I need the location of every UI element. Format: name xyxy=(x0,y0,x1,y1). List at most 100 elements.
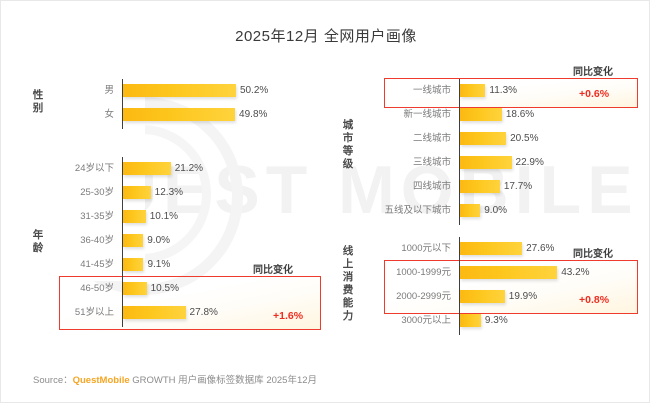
bar-row: 2000-2999元 19.9% xyxy=(1,289,649,304)
bar-row: 四线城市 17.7% xyxy=(1,179,649,194)
bar xyxy=(460,84,486,97)
category-label: 24岁以下 xyxy=(74,163,114,174)
axis-line-age xyxy=(122,157,123,327)
axis-line-online_spend xyxy=(459,237,460,335)
bar xyxy=(460,156,512,169)
yoy-label-online_spend: 同比变化 xyxy=(573,249,613,260)
category-label: 女 xyxy=(104,109,114,120)
bar xyxy=(460,314,481,327)
category-label: 一线城市 xyxy=(412,85,451,96)
category-label: 46-50岁 xyxy=(80,283,114,294)
axis-line-gender xyxy=(122,79,123,129)
bar-value-label: 9.3% xyxy=(484,315,508,326)
bar-row: 3000元以上 9.3% xyxy=(1,313,649,328)
bar xyxy=(123,234,144,247)
category-label: 41-45岁 xyxy=(80,259,114,270)
bar xyxy=(123,108,236,121)
bar xyxy=(123,306,186,319)
yoy-value-age: +1.6% xyxy=(273,310,304,322)
page-title: 2025年12月 全网用户画像 xyxy=(235,28,417,45)
bar xyxy=(460,108,502,121)
category-label: 2000-2999元 xyxy=(396,291,451,302)
bar-row: 51岁以上 27.8% xyxy=(1,305,649,320)
bar xyxy=(123,84,236,97)
category-label: 三线城市 xyxy=(412,157,451,168)
bar xyxy=(123,258,144,271)
bar-value-label: 20.5% xyxy=(510,133,539,144)
category-label: 3000元以上 xyxy=(401,315,451,326)
bar xyxy=(460,266,558,279)
bar-row: 一线城市 11.3% xyxy=(1,83,649,98)
source-line: Source：QuestMobile GROWTH 用户画像标签数据库 2025… xyxy=(33,372,317,386)
category-label: 51岁以上 xyxy=(74,307,114,318)
bar-row: 25-30岁 12.3% xyxy=(1,185,649,200)
bar-value-label: 10.5% xyxy=(150,283,179,294)
bar-value-label: 27.6% xyxy=(526,243,555,254)
bar-value-label: 10.1% xyxy=(149,211,179,222)
bar-row: 二线城市 20.5% xyxy=(1,131,649,146)
bar-value-label: 12.3% xyxy=(154,187,184,198)
yoy-label-age: 同比变化 xyxy=(253,265,293,276)
bar-value-label: 21.2% xyxy=(174,163,204,174)
category-label: 36-40岁 xyxy=(80,235,114,246)
bar-row: 男 50.2% xyxy=(1,83,649,98)
bar xyxy=(460,180,500,193)
bar-value-label: 9.1% xyxy=(147,259,171,270)
bar-value-label: 9.0% xyxy=(147,235,171,246)
source-brand: QuestMobile xyxy=(72,375,130,386)
bar-row: 1000-1999元 43.2% xyxy=(1,265,649,280)
bar xyxy=(123,282,147,295)
category-label: 31-35岁 xyxy=(80,211,114,222)
highlight-box-age xyxy=(59,276,321,330)
bar-value-label: 43.2% xyxy=(561,267,590,278)
group-label-age: 年龄 xyxy=(32,229,44,254)
bar-value-label: 50.2% xyxy=(239,85,269,96)
category-label: 男 xyxy=(104,85,114,96)
bar-row: 1000元以下 27.6% xyxy=(1,241,649,256)
bar xyxy=(460,204,481,217)
bar-value-label: 27.8% xyxy=(189,307,218,318)
bar xyxy=(460,132,507,145)
bar xyxy=(123,162,171,175)
bar-row: 新一线城市 18.6% xyxy=(1,107,649,122)
source-rest: GROWTH 用户画像标签数据库 2025年12月 xyxy=(129,375,318,386)
axis-line-city_tier xyxy=(459,79,460,225)
yoy-value-city_tier: +0.6% xyxy=(579,88,610,100)
yoy-label-city_tier: 同比变化 xyxy=(573,67,613,78)
bar xyxy=(123,186,151,199)
group-label-gender: 性别 xyxy=(32,89,44,114)
bar-row: 女 49.8% xyxy=(1,107,649,122)
bar-row: 24岁以下 21.2% xyxy=(1,161,649,176)
category-label: 1000元以下 xyxy=(401,243,451,254)
bar-row: 41-45岁 9.1% xyxy=(1,257,649,272)
group-label-online_spend: 线上消费能力 xyxy=(342,245,354,322)
category-label: 五线及以下城市 xyxy=(384,205,451,216)
bar-value-label: 11.3% xyxy=(489,85,518,96)
bar-row: 36-40岁 9.0% xyxy=(1,233,649,248)
bar-row: 五线及以下城市 9.0% xyxy=(1,203,649,218)
bar xyxy=(460,290,505,303)
bar-row: 31-35岁 10.1% xyxy=(1,209,649,224)
category-label: 25-30岁 xyxy=(80,187,114,198)
highlight-box-city_tier xyxy=(384,78,638,108)
source-prefix: Source： xyxy=(33,375,73,386)
bar-row: 三线城市 22.9% xyxy=(1,155,649,170)
bar-value-label: 18.6% xyxy=(505,109,535,120)
group-label-city_tier: 城市等级 xyxy=(342,119,354,170)
bar xyxy=(123,210,146,223)
yoy-value-online_spend: +0.8% xyxy=(579,294,610,306)
bar-value-label: 19.9% xyxy=(508,291,538,302)
bar-row: 46-50岁 10.5% xyxy=(1,281,649,296)
bar-value-label: 22.9% xyxy=(515,157,544,168)
bar-value-label: 9.0% xyxy=(484,205,508,216)
category-label: 1000-1999元 xyxy=(396,267,451,278)
category-label: 二线城市 xyxy=(412,133,451,144)
bar-value-label: 49.8% xyxy=(239,109,268,120)
category-label: 新一线城市 xyxy=(403,109,451,120)
category-label: 四线城市 xyxy=(412,181,451,192)
